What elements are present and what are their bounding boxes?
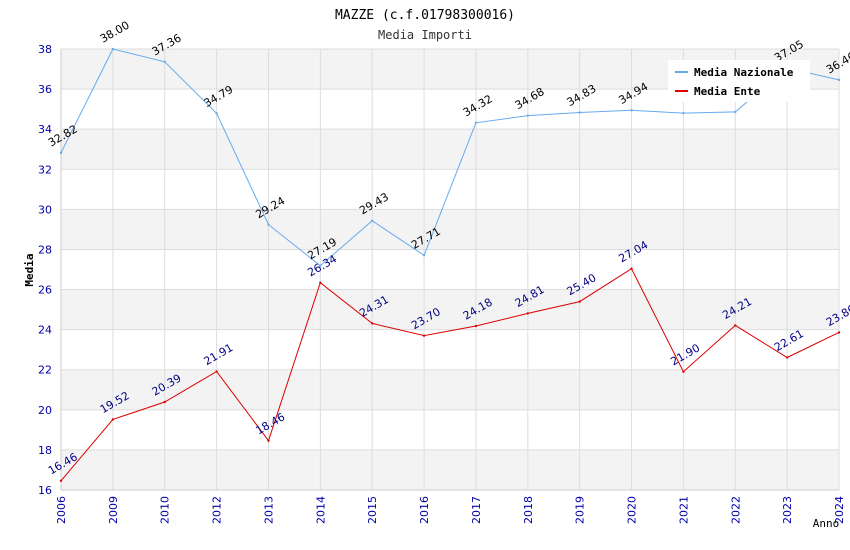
y-tick-label: 24 xyxy=(38,324,52,337)
data-point xyxy=(682,111,685,115)
data-point xyxy=(215,112,218,115)
data-point xyxy=(734,110,737,114)
data-point xyxy=(59,151,63,155)
y-tick-label: 22 xyxy=(38,364,52,377)
y-tick-label: 16 xyxy=(38,484,52,497)
data-point xyxy=(578,300,581,303)
grid-band xyxy=(61,449,839,490)
legend: Media Nazionale Media Ente xyxy=(668,60,810,102)
y-tick-label: 30 xyxy=(38,203,52,216)
data-point xyxy=(837,78,841,82)
y-tick-label: 18 xyxy=(38,444,52,457)
data-label: 21.90 xyxy=(668,341,702,368)
data-point xyxy=(371,322,374,325)
grid-bands xyxy=(61,49,839,490)
data-point xyxy=(215,370,218,373)
y-tick-label: 28 xyxy=(38,243,52,256)
x-tick-label: 2022 xyxy=(729,496,742,524)
data-point xyxy=(111,418,115,421)
series-line-0 xyxy=(60,48,840,267)
x-tick-label: 2023 xyxy=(781,496,794,524)
grid-band xyxy=(61,129,839,170)
data-point xyxy=(785,356,789,359)
data-point xyxy=(422,254,426,257)
y-axis-label: Media xyxy=(23,253,36,286)
series-line-1 xyxy=(60,267,840,482)
x-tick-label: 2006 xyxy=(55,496,68,524)
data-label: 21.91 xyxy=(202,341,236,368)
data-label: 18.46 xyxy=(253,410,287,437)
data-point xyxy=(111,47,115,51)
data-point xyxy=(837,331,841,334)
data-point xyxy=(267,439,270,442)
x-tick-label: 2021 xyxy=(677,496,690,524)
x-tick-label: 2018 xyxy=(522,496,535,524)
grid-band xyxy=(61,289,839,330)
y-tick-label: 38 xyxy=(38,43,52,56)
data-point xyxy=(163,60,166,64)
x-tick-label: 2020 xyxy=(626,496,639,524)
y-tick-label: 32 xyxy=(38,163,52,176)
y-axis-ticks: 16 18 20 22 24 26 28 30 32 34 36 38 xyxy=(38,43,52,497)
data-point xyxy=(474,324,478,328)
x-tick-label: 2012 xyxy=(211,496,224,524)
x-tick-label: 2014 xyxy=(314,496,327,524)
x-tick-label: 2009 xyxy=(107,496,120,524)
series-lines xyxy=(59,47,841,482)
data-label: 38.00 xyxy=(98,19,132,46)
data-point xyxy=(682,370,685,373)
data-point xyxy=(474,121,478,124)
x-axis-ticks: 2006 2009 2010 2012 2013 2014 2015 2016 2017 2018… xyxy=(55,496,846,524)
data-point xyxy=(422,334,426,337)
data-point xyxy=(267,223,270,226)
legend-label-0: Media Nazionale xyxy=(694,66,794,79)
data-point xyxy=(371,219,374,222)
data-point xyxy=(734,324,737,327)
y-tick-label: 26 xyxy=(38,284,52,297)
y-tick-label: 34 xyxy=(38,123,52,136)
data-point xyxy=(578,111,581,114)
x-tick-label: 2013 xyxy=(262,496,275,524)
data-label: 34.32 xyxy=(461,92,495,119)
chart-title: MAZZE (c.f.01798300016) xyxy=(335,8,515,23)
data-point xyxy=(163,400,166,404)
y-tick-label: 20 xyxy=(38,404,52,417)
x-tick-label: 2017 xyxy=(470,496,483,524)
grid-band xyxy=(61,369,839,410)
x-tick-label: 2015 xyxy=(366,496,379,524)
data-point xyxy=(319,281,322,284)
x-tick-label: 2010 xyxy=(159,496,172,524)
legend-label-1: Media Ente xyxy=(694,85,761,98)
grid-band xyxy=(61,209,839,250)
data-point xyxy=(526,312,529,315)
x-tick-label: 2019 xyxy=(574,496,587,524)
data-point xyxy=(319,264,322,267)
data-point xyxy=(59,479,63,482)
legend-box xyxy=(668,60,810,102)
y-tick-label: 36 xyxy=(38,83,52,96)
grid-lines xyxy=(60,48,840,491)
x-tick-label: 2016 xyxy=(418,496,431,524)
data-point xyxy=(630,109,633,112)
chart-subtitle: Media Importi xyxy=(378,28,472,42)
data-point xyxy=(630,267,633,270)
data-point xyxy=(526,114,529,117)
x-tick-label: 2024 xyxy=(833,496,846,524)
data-label: 22.61 xyxy=(772,327,806,354)
x-axis-label: Anno xyxy=(813,517,840,530)
